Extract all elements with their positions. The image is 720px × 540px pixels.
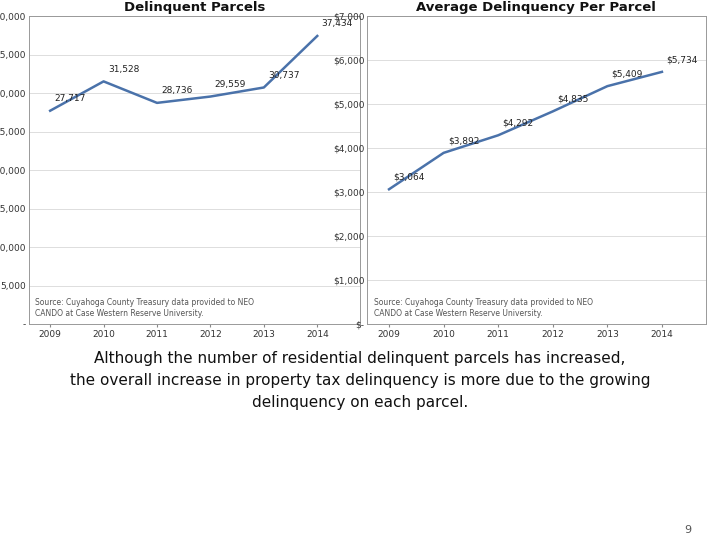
Text: 28,736: 28,736 bbox=[161, 86, 193, 95]
Text: $4,835: $4,835 bbox=[557, 94, 588, 104]
Text: $4,292: $4,292 bbox=[503, 119, 534, 127]
Text: $3,064: $3,064 bbox=[393, 173, 425, 181]
Title: Average Delinquency Per Parcel: Average Delinquency Per Parcel bbox=[416, 1, 657, 14]
Title: Number of Residential Tax
Delinquent Parcels: Number of Residential Tax Delinquent Par… bbox=[96, 0, 293, 14]
Text: Source: Cuyahoga County Treasury data provided to NEO
CANDO at Case Western Rese: Source: Cuyahoga County Treasury data pr… bbox=[35, 298, 254, 318]
Text: $5,734: $5,734 bbox=[666, 55, 698, 64]
Text: $5,409: $5,409 bbox=[612, 70, 643, 78]
Text: 27,717: 27,717 bbox=[55, 94, 86, 103]
Text: 31,528: 31,528 bbox=[108, 65, 139, 73]
Text: 37,434: 37,434 bbox=[322, 19, 353, 28]
Text: 29,559: 29,559 bbox=[215, 80, 246, 89]
Text: $3,892: $3,892 bbox=[448, 136, 480, 145]
Text: Source: Cuyahoga County Treasury data provided to NEO
CANDO at Case Western Rese: Source: Cuyahoga County Treasury data pr… bbox=[374, 298, 593, 318]
Text: 30,737: 30,737 bbox=[268, 71, 300, 80]
Text: Although the number of residential delinquent parcels has increased,
the overall: Although the number of residential delin… bbox=[70, 351, 650, 410]
Text: 9: 9 bbox=[684, 524, 691, 535]
